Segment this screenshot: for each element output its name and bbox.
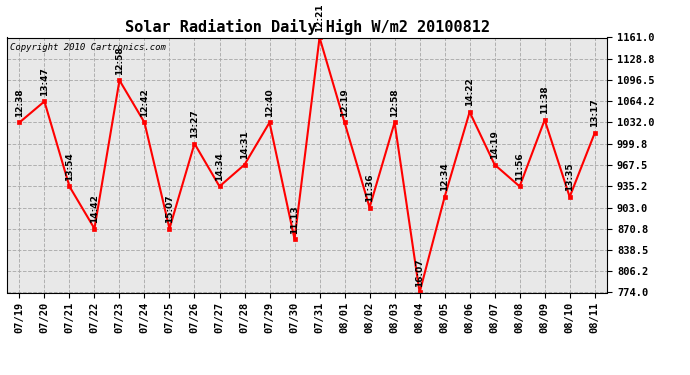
Text: 13:17: 13:17 <box>590 99 599 128</box>
Text: 15:07: 15:07 <box>165 194 174 223</box>
Title: Solar Radiation Daily High W/m2 20100812: Solar Radiation Daily High W/m2 20100812 <box>125 19 489 35</box>
Text: 12:38: 12:38 <box>15 88 24 117</box>
Text: 16:07: 16:07 <box>415 258 424 287</box>
Text: 12:42: 12:42 <box>140 88 149 117</box>
Text: 14:19: 14:19 <box>490 130 499 159</box>
Text: Copyright 2010 Cartronics.com: Copyright 2010 Cartronics.com <box>10 43 166 52</box>
Text: 14:22: 14:22 <box>465 78 474 106</box>
Text: 13:27: 13:27 <box>190 109 199 138</box>
Text: 13:54: 13:54 <box>65 152 74 181</box>
Text: 13:35: 13:35 <box>565 163 574 191</box>
Text: 14:34: 14:34 <box>215 152 224 181</box>
Text: 11:36: 11:36 <box>365 173 374 202</box>
Text: 13:47: 13:47 <box>40 67 49 96</box>
Text: 12:58: 12:58 <box>390 88 399 117</box>
Text: 12:58: 12:58 <box>115 46 124 75</box>
Text: 11:13: 11:13 <box>290 205 299 234</box>
Text: 12:21: 12:21 <box>315 3 324 32</box>
Text: 14:31: 14:31 <box>240 130 249 159</box>
Text: 11:38: 11:38 <box>540 86 549 114</box>
Text: 12:19: 12:19 <box>340 88 349 117</box>
Text: 12:34: 12:34 <box>440 163 449 191</box>
Text: 12:40: 12:40 <box>265 88 274 117</box>
Text: 11:56: 11:56 <box>515 152 524 181</box>
Text: 14:42: 14:42 <box>90 194 99 223</box>
